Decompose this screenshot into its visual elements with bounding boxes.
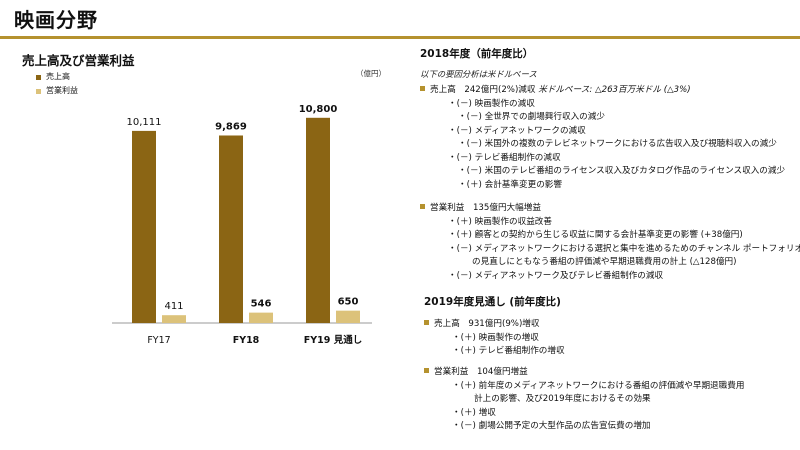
legend-item-profit: 営業利益	[36, 84, 78, 98]
data-label: 10,111	[127, 117, 162, 128]
square-bullet-icon	[424, 368, 429, 373]
fy18-sales-item: ・(－) テレビ番組制作の減収	[448, 153, 561, 163]
fy19-profit-line: 営業利益 104億円増益	[424, 366, 528, 380]
x-tick-label: FY19 見通し	[304, 335, 362, 346]
legend-label-sales: 売上高	[46, 72, 70, 81]
page-title: 映画分野	[14, 8, 98, 32]
fy19-sales-text: 売上高 931億円(9%)増収	[434, 319, 540, 329]
bar-sales	[132, 130, 156, 323]
fy18-sales-item: ・(－) 米国のテレビ番組のライセンス収入及びカタログ作品のライセンス収入の減少	[458, 166, 786, 176]
fy19-profit-item: ・(＋) 増収	[452, 408, 496, 418]
fy18-sales-line: 売上高 242億円(2%)減収 米ドルベース: △263百万米ドル (△3%)	[420, 84, 691, 98]
fy18-profit-item: の見直しにともなう番組の評価減や早期退職費用の計上 (△128億円)	[472, 257, 737, 267]
data-label: 650	[338, 297, 359, 308]
legend-swatch-profit	[36, 88, 41, 94]
chart-legend: 売上高 営業利益	[36, 70, 78, 98]
bar-operating-income	[336, 310, 360, 323]
data-label: 411	[164, 301, 183, 312]
bar-operating-income	[162, 315, 186, 323]
x-tick-label: FY17	[147, 335, 170, 346]
fy18-sales-item: ・(＋) 会計基準変更の影響	[458, 180, 562, 190]
fy18-sales-item: ・(－) 映画製作の減収	[448, 99, 535, 109]
fy18-note: 以下の要因分析は米ドルベース	[420, 69, 537, 79]
fy19-sales-item: ・(＋) テレビ番組制作の増収	[452, 346, 565, 356]
bar-chart: 10,111 411 FY17 9,869 546 FY18 10,800 650 FY19 見…	[112, 104, 372, 346]
chart-title: 売上高及び営業利益	[22, 53, 135, 68]
fy18-sales-item: ・(－) 全世界での劇場興行収入の減少	[458, 112, 605, 122]
square-bullet-icon	[424, 320, 429, 325]
fy18-profit-text: 営業利益 135億円大幅増益	[430, 203, 541, 213]
fy19-profit-item: ・(－) 劇場公開予定の大型作品の広告宣伝費の増加	[452, 421, 651, 431]
fy18-sales-text: 売上高 242億円(2%)減収	[430, 85, 536, 95]
fy18-profit-item: ・(＋) 映画製作の収益改善	[448, 217, 552, 227]
data-label: 9,869	[215, 121, 247, 132]
fy19-sales-item: ・(＋) 映画製作の増収	[452, 333, 539, 343]
fy18-profit-item: ・(＋) 顧客との契約から生じる収益に関する会計基準変更の影響 (+38億円)	[448, 230, 743, 240]
data-label: 10,800	[299, 104, 338, 115]
chart-unit: （億円）	[356, 69, 386, 78]
square-bullet-icon	[420, 86, 425, 91]
fy18-sales-usd: 米ドルベース: △263百万米ドル (△3%)	[535, 85, 691, 95]
fy18-profit-line: 営業利益 135億円大幅増益	[420, 202, 541, 216]
legend-label-profit: 営業利益	[46, 86, 78, 95]
fy19-profit-text: 営業利益 104億円増益	[434, 367, 528, 377]
fy18-sales-item: ・(－) 米国外の複数のテレビネットワークにおける広告収入及び視聴料収入の減少	[458, 139, 777, 149]
bar-sales	[219, 135, 243, 323]
title-divider	[0, 36, 800, 39]
legend-swatch-sales	[36, 74, 41, 80]
square-bullet-icon	[420, 204, 425, 209]
fy19-profit-item: 計上の影響、及び2019年度におけるその効果	[474, 394, 651, 404]
bar-operating-income	[249, 312, 273, 323]
fy18-sales-item: ・(－) メディアネットワークの減収	[448, 126, 586, 136]
fy18-profit-item: ・(－) メディアネットワークにおける選択と集中を進めるためのチャンネル ポート…	[448, 244, 800, 254]
fy18-profit-item: ・(－) メディアネットワーク及びテレビ番組制作の減収	[448, 271, 664, 281]
legend-item-sales: 売上高	[36, 70, 78, 84]
fy18-title: 2018年度（前年度比）	[420, 48, 534, 60]
bar-sales	[306, 117, 330, 323]
x-tick-label: FY18	[233, 335, 260, 346]
fy19-title: 2019年度見通し (前年度比)	[424, 296, 561, 308]
fy19-profit-item: ・(＋) 前年度のメディアネットワークにおける番組の評価減や早期退職費用	[452, 381, 745, 391]
data-label: 546	[251, 299, 272, 310]
fy19-sales-line: 売上高 931億円(9%)増収	[424, 318, 540, 332]
